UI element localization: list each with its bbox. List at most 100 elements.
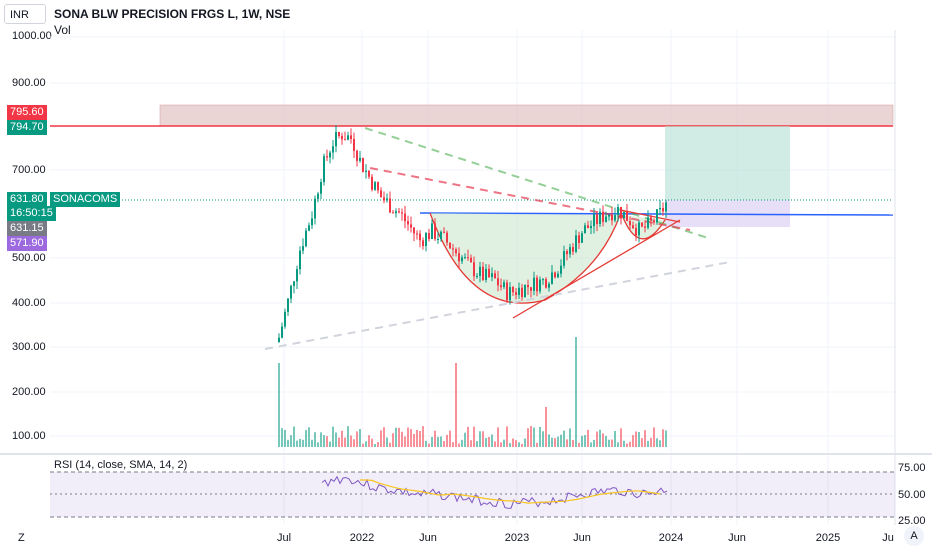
candle-body: [626, 211, 628, 221]
volume-bar: [368, 435, 370, 447]
support-line[interactable]: [512, 219, 681, 319]
rsi-legend[interactable]: RSI (14, close, SMA, 14, 2): [54, 459, 188, 471]
timezone-button[interactable]: Z: [18, 532, 25, 544]
volume-legend[interactable]: Vol: [54, 23, 71, 37]
price-tick: 300.00: [12, 341, 46, 353]
handle-curve[interactable]: [621, 214, 666, 240]
pane-separator[interactable]: [0, 453, 932, 455]
time-tick: Jun: [573, 532, 591, 544]
candle-body: [311, 218, 313, 226]
candle-body: [485, 268, 487, 280]
volume-bar: [554, 438, 556, 447]
volume-bar: [473, 426, 475, 447]
candle-body: [323, 156, 325, 183]
volume-bar: [416, 429, 418, 447]
volume-bar: [497, 427, 499, 447]
candle-body: [374, 182, 376, 190]
volume-bar: [287, 439, 289, 447]
candle-body: [656, 209, 658, 223]
volume-bar: [380, 430, 382, 447]
volume-bar: [377, 442, 379, 447]
resistance-top-label: 795.60: [7, 105, 47, 120]
candle-body: [419, 233, 421, 241]
rsi-line[interactable]: [321, 475, 668, 509]
candle-body: [308, 225, 310, 231]
volume-bar: [578, 442, 580, 447]
volume-bar: [638, 432, 640, 447]
target-zone[interactable]: [665, 126, 790, 200]
candle-body: [398, 211, 400, 213]
volume-bar: [539, 426, 541, 447]
countdown-label: 16:50:15: [7, 206, 56, 221]
candle-body: [389, 198, 391, 213]
candle-body: [512, 287, 514, 293]
candle-body: [641, 222, 643, 227]
trendline-down-2[interactable]: [369, 167, 691, 231]
candle-body: [545, 279, 547, 288]
volume-bar: [650, 437, 652, 447]
cup-fill: [430, 213, 620, 304]
candle-body: [491, 273, 493, 278]
currency-selector[interactable]: INR: [4, 4, 46, 24]
resistance-zone[interactable]: [159, 104, 894, 127]
volume-bar: [662, 429, 664, 447]
candlestick-series[interactable]: [278, 125, 667, 343]
candle-body: [566, 251, 568, 255]
candle-body: [623, 211, 625, 219]
candle-body: [602, 211, 604, 222]
candle-body: [515, 292, 517, 295]
volume-bar: [551, 437, 553, 447]
candle-body: [542, 279, 544, 281]
target-low-label: 571.90: [7, 236, 47, 251]
volume-series[interactable]: [278, 337, 667, 447]
volume-bar: [290, 435, 292, 447]
candle-body: [278, 337, 280, 342]
candle-body: [473, 262, 475, 277]
price-tick: 500.00: [12, 252, 46, 264]
volume-bar: [284, 429, 286, 447]
candle-body: [479, 266, 481, 276]
volume-bar: [449, 430, 451, 447]
volume-bar: [575, 337, 577, 447]
rsi-ma-line[interactable]: [360, 479, 661, 504]
volume-bar: [569, 428, 571, 447]
volume-bar: [428, 443, 430, 447]
candle-body: [617, 207, 619, 216]
candle-body: [371, 176, 373, 190]
candle-body: [575, 235, 577, 252]
candle-body: [437, 239, 439, 241]
candle-body: [560, 265, 562, 274]
volume-bar: [590, 442, 592, 447]
volume-bar: [596, 431, 598, 447]
candle-body: [338, 131, 340, 136]
symbol-title[interactable]: SONA BLW PRECISION FRGS L, 1W, NSE: [54, 7, 291, 21]
candle-body: [416, 233, 418, 235]
auto-scale-button[interactable]: A: [904, 526, 924, 546]
volume-bar: [533, 427, 535, 447]
time-tick: Jul: [276, 532, 292, 544]
trendline-up[interactable]: [264, 261, 731, 350]
candle-body: [407, 221, 409, 225]
candle-body: [290, 285, 292, 299]
candle-body: [644, 226, 646, 228]
volume-bar: [599, 429, 601, 447]
volume-bar: [476, 441, 478, 447]
candle-body: [605, 216, 607, 222]
candle-body: [461, 257, 463, 262]
candle-body: [383, 197, 385, 201]
candle-body: [455, 249, 457, 254]
rsi-tick: 25.00: [898, 515, 926, 527]
triangle-top[interactable]: [619, 209, 681, 223]
candle-body: [302, 246, 304, 251]
candle-body: [320, 182, 322, 194]
volume-bar: [572, 439, 574, 447]
volume-bar: [359, 429, 361, 447]
candle-body: [446, 232, 448, 243]
cup-curve[interactable]: [429, 212, 621, 304]
volume-bar: [488, 436, 490, 447]
candle-body: [482, 266, 484, 280]
candle-body: [395, 211, 397, 214]
candle-body: [449, 242, 451, 249]
volume-bar: [422, 426, 424, 447]
